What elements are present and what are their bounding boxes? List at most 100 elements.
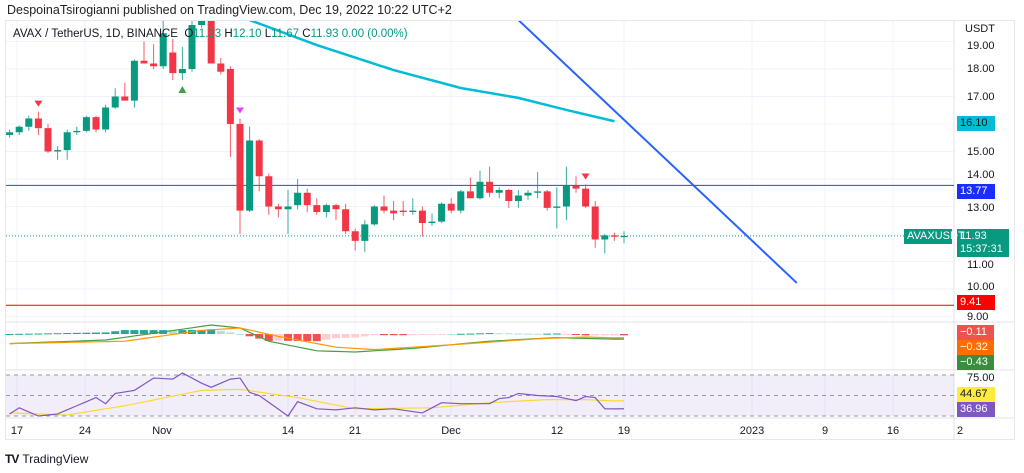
price-tick: 15.00 (967, 146, 995, 158)
macd-histogram-bar (312, 334, 321, 342)
macd-histogram-bar (264, 334, 273, 341)
symbol-name[interactable]: AVAX / TetherUS, 1D, BINANCE (13, 28, 178, 40)
candle-body (361, 224, 369, 241)
candle-body (370, 206, 378, 225)
macd-histogram-bar (92, 332, 100, 334)
price-tick: 9.00 (967, 311, 989, 323)
candle-body (457, 191, 465, 211)
candle-body (620, 235, 628, 238)
candle-body (582, 188, 590, 207)
candle-body (591, 206, 599, 240)
time-tick: 21 (348, 425, 362, 437)
candle-body (236, 124, 244, 211)
candle-body (514, 195, 522, 201)
candle-body (44, 128, 52, 152)
price-tick: 10.00 (967, 281, 995, 293)
brand-name[interactable]: TradingView (22, 452, 89, 466)
candle-body (438, 203, 446, 222)
price-tick: 11.00 (967, 259, 994, 271)
candle-body (6, 132, 14, 135)
publish-info: DespoinaTsirogianni published on Trading… (7, 3, 452, 17)
support-price-badge: 9.41 (957, 295, 995, 310)
candle-body (562, 185, 570, 207)
symbol-tag: AVAXUSDT (904, 229, 965, 244)
candle-body (54, 150, 62, 152)
macd-histogram-bar (495, 333, 504, 335)
candle-body (15, 126, 23, 133)
candle-body (486, 181, 494, 193)
macd-histogram-bar (524, 333, 532, 335)
macd-histogram-bar (284, 334, 292, 341)
time-tick: 16 (886, 425, 900, 437)
time-tick: 17 (10, 425, 24, 437)
candle-body (505, 190, 513, 201)
macd-histogram-bar (418, 334, 427, 335)
candle-body (601, 235, 609, 240)
rsi-line (9, 372, 625, 417)
macd-signal-line (9, 327, 625, 351)
candle-body (399, 210, 407, 212)
candle-body (351, 231, 359, 241)
candle-body (34, 118, 42, 129)
macd-histogram-bar (399, 334, 408, 336)
low-label: L (264, 28, 272, 40)
candle-body (466, 191, 474, 199)
time-tick: Nov (152, 425, 172, 437)
last-price: 11.93 (960, 230, 987, 242)
level-price-badge: 13.77 (957, 184, 995, 199)
macd-histogram-bar (514, 333, 523, 335)
candle-body (284, 206, 292, 210)
macd-histogram-bar (178, 330, 187, 334)
macd-histogram-bar (82, 332, 91, 334)
candle-body (188, 25, 196, 69)
macd-histogram-bar (408, 334, 417, 336)
candle-body (322, 205, 330, 212)
moving-average-line (249, 21, 615, 123)
macd-histogram-bar (130, 330, 139, 334)
macd-histogram-bar (610, 334, 619, 336)
macd-histogram-bar (274, 334, 283, 341)
rsi-ma-line (9, 388, 625, 416)
candle-body (198, 21, 206, 25)
price-tick: 17.00 (967, 91, 995, 103)
candle-body (476, 181, 484, 199)
candle-body (294, 192, 302, 206)
candle-body (63, 132, 71, 151)
macd-histogram-bar (485, 333, 494, 335)
macd-histogram-bar (245, 334, 254, 337)
candle-body (73, 130, 81, 133)
macd-histogram-bar (53, 333, 62, 335)
candle-body (140, 60, 148, 64)
price-tick: 19.00 (967, 40, 995, 52)
candle-body (92, 117, 100, 130)
close-label: C (302, 28, 311, 40)
candle-body (418, 210, 426, 223)
macd-histogram-bar (380, 334, 388, 336)
macd-line-badge: −0.43 (957, 355, 994, 370)
candle-body (25, 118, 33, 127)
candle-body (409, 210, 417, 212)
high-label: H (224, 28, 233, 40)
time-tick: 2 (956, 425, 964, 437)
macd-histogram-bar (207, 329, 216, 334)
footer: TV TradingView (5, 452, 88, 466)
macd-histogram-bar (389, 334, 398, 336)
macd-histogram-bar (591, 334, 600, 336)
candle-body (553, 206, 561, 208)
macd-histogram-bar (111, 331, 120, 334)
macd-histogram-bar (332, 334, 340, 339)
macd-histogram-bar (533, 333, 542, 335)
time-tick: 24 (78, 425, 92, 437)
macd-histogram-bar (600, 334, 609, 336)
sell-signal-icon (236, 107, 244, 114)
low-value: 11.67 (271, 28, 300, 40)
price-tick: 13.00 (967, 202, 995, 214)
candle-body (207, 21, 215, 64)
macd-histogram-bar (341, 334, 350, 338)
candle-body (534, 191, 542, 193)
candle-body (543, 191, 551, 208)
candle-body (303, 192, 311, 206)
macd-histogram-bar (216, 330, 225, 334)
macd-histogram-bar (572, 334, 580, 335)
